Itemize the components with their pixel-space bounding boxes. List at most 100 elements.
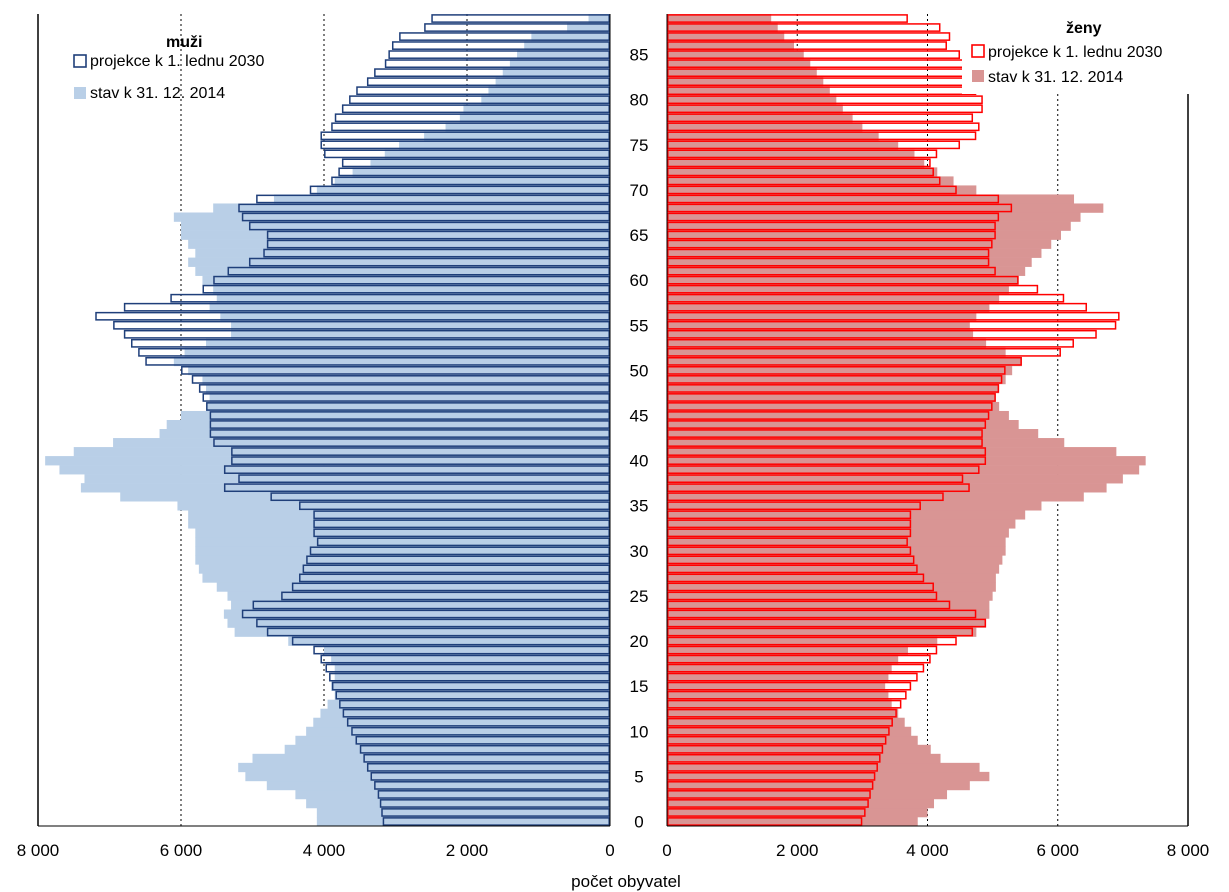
male-2014-bar: [316, 807, 610, 818]
female-2030-projection-bar: [667, 140, 961, 150]
male-2014-bar: [120, 492, 610, 502]
female-2014-bar: [667, 14, 772, 24]
female-2030-projection-bar: [667, 501, 921, 511]
male-2030-projection-bar: [299, 501, 610, 511]
male-2014-bar: [206, 401, 610, 412]
age-tick-label: 0: [634, 812, 643, 831]
male-2014-bar: [80, 483, 610, 493]
male-2014-bar: [188, 365, 610, 376]
male-2030-projection-bar: [170, 293, 610, 303]
male-2014-bar: [84, 474, 611, 484]
female-2030-projection-bar: [667, 735, 887, 745]
age-tick-label: 45: [630, 406, 649, 425]
female-2030-projection-bar: [667, 149, 938, 159]
male-2014-legend-swatch: [74, 87, 86, 99]
male-2014-bar: [188, 519, 610, 529]
male-2030-projection-bar: [238, 474, 610, 484]
female-2014-bar: [667, 248, 1042, 258]
male-2014-bar: [517, 50, 610, 60]
male-2014-bar: [266, 780, 610, 791]
male-2030-projection-bar: [374, 781, 610, 790]
female-2030-projection-bar: [667, 808, 866, 817]
male-x-tick-label: 2 000: [446, 841, 489, 860]
female-2030-projection-bar: [667, 194, 1000, 204]
male-2014-bar: [195, 248, 611, 258]
female-2030-projection-bar: [667, 185, 957, 195]
female-x-tick-label: 8 000: [1167, 841, 1210, 860]
male-2030-projection-bar: [331, 122, 610, 132]
male-2014-bar: [216, 293, 610, 304]
male-2030-projection-bar: [291, 582, 610, 592]
female-2030-projection-bar: [667, 618, 987, 628]
male-2030-projection-bar: [113, 320, 610, 330]
age-tick-label: 35: [630, 497, 649, 516]
male-2014-bar: [331, 681, 610, 691]
female-2014-bar: [667, 158, 925, 168]
male-2030-projection-bar: [266, 627, 610, 637]
male-2014-bar: [313, 717, 610, 728]
female-2014-bar: [667, 744, 931, 755]
female-2030-projection-bar: [667, 347, 1061, 357]
female-2030-projection-bar: [667, 420, 987, 429]
female-2014-bar: [667, 456, 1146, 466]
female-2030-projection-bar: [667, 772, 876, 781]
male-2014-bar: [181, 221, 610, 231]
female-2014-bar: [667, 807, 928, 818]
male-legend-title: muži: [166, 34, 202, 51]
female-2014-bar: [667, 663, 892, 673]
female-2030-projection-bar: [667, 203, 1013, 213]
female-2030-projection-bar: [667, 266, 996, 276]
female-2014-legend-swatch: [972, 70, 984, 82]
female-2030-projection-bar: [667, 474, 964, 484]
male-2014-legend-label: stav k 31. 12. 2014: [90, 85, 225, 102]
female-2014-bar: [667, 122, 863, 132]
female-2030-projection-bar: [667, 699, 902, 709]
female-2014-bar: [667, 618, 987, 628]
male-2014-bar: [502, 68, 610, 78]
male-2030-projection-bar: [223, 483, 610, 493]
male-2030-projection-bar: [213, 275, 610, 285]
female-2014-bar: [667, 203, 1104, 213]
population-axis-labels: 8 000 6 000 4 000 2 000 0 0 2 000 4 000 6 000 8 0…: [17, 841, 1210, 860]
male-2030-projection-bar: [252, 600, 610, 610]
male-2014-bar: [370, 158, 610, 168]
female-2014-bar: [667, 609, 990, 619]
male-2014-bar: [284, 744, 610, 755]
female-legend: ženy projekce k 1. lednu 2030 stav k 31.…: [962, 14, 1190, 94]
male-panel: [37, 14, 611, 827]
male-2014-bar: [202, 374, 610, 385]
male-2030-projection-bar: [281, 591, 610, 601]
male-2014-bar: [206, 383, 610, 394]
age-tick-label: 55: [630, 316, 649, 335]
female-2014-bar: [667, 645, 908, 655]
male-2030-projection-bar: [320, 131, 610, 141]
female-2030-projection-bar: [667, 14, 908, 23]
male-2014-bar: [352, 167, 610, 177]
male-2030-projection-bar: [363, 753, 610, 763]
age-tick-label: 65: [630, 226, 649, 245]
male-x-tick-label: 6 000: [160, 841, 203, 860]
male-projection-legend-swatch: [73, 54, 87, 68]
male-2014-bar: [524, 41, 610, 51]
female-2014-bar: [667, 266, 1026, 276]
female-projection-legend-label: projekce k 1. lednu 2030: [988, 44, 1162, 61]
male-2030-projection-bar: [223, 465, 610, 474]
male-2030-projection-bar: [313, 528, 610, 538]
male-2014-bar: [334, 690, 610, 700]
female-2014-bar: [667, 131, 879, 141]
female-2030-projection-bar: [667, 762, 878, 772]
age-tick-label: 80: [630, 91, 649, 110]
male-2014-bar: [206, 338, 610, 349]
female-2030-projection-bar: [667, 627, 974, 637]
male-2030-projection-bar: [231, 447, 610, 456]
female-2030-projection-bar: [667, 375, 1003, 384]
male-2030-projection-bar: [131, 338, 610, 348]
male-2030-projection-bar: [349, 95, 610, 105]
male-2014-bar: [195, 266, 611, 276]
female-2014-bar: [667, 68, 817, 78]
female-2014-bar: [667, 149, 915, 159]
male-2014-bar: [113, 438, 610, 448]
female-2014-bar: [667, 257, 1032, 267]
female-2014-bar: [667, 438, 1065, 448]
